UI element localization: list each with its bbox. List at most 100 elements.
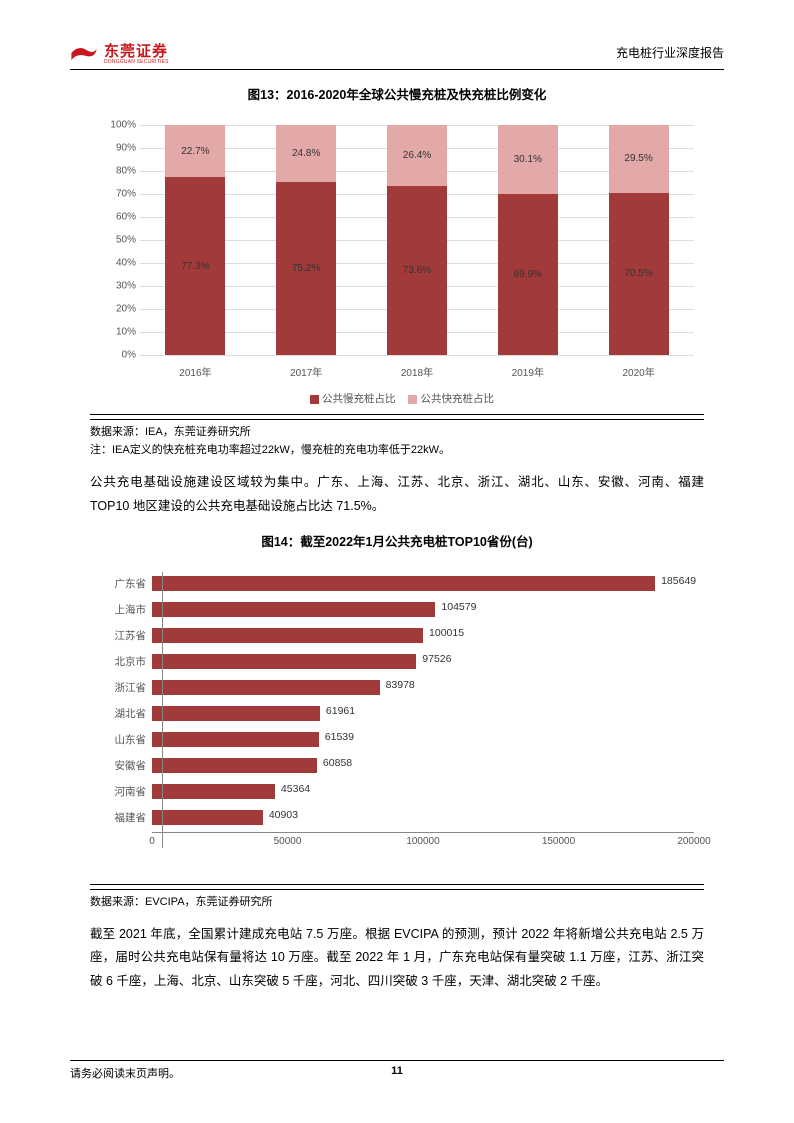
chart2-bar-track: 97526 [152,654,694,669]
chart2-bar-fill [152,706,320,721]
chart2-bar-fill [152,628,423,643]
chart2-bar-track: 104579 [152,602,694,617]
chart2-category-label: 浙江省 [100,680,152,695]
chart1-y-tick: 80% [116,166,136,177]
chart1-bar-fast: 24.8% [276,125,336,182]
chart1-y-tick: 20% [116,304,136,315]
chart2-bar-fill [152,758,317,773]
chart1-y-axis: 0%10%20%30%40%50%60%70%80%90%100% [100,125,140,355]
chart2-bar-row: 北京市 97526 [100,650,694,674]
chart2-container: 广东省 185649 上海市 104579 江苏省 100015 北京市 97526 浙江省83… [90,562,704,885]
chart1-y-tick: 0% [122,350,136,361]
chart2-bar-value: 61961 [326,705,355,717]
chart1-bar-fast-label: 26.4% [403,150,431,161]
legend-fast-label: 公共快充桩占比 [420,393,494,405]
chart2-title: 图14：截至2022年1月公共充电桩TOP10省份(台) [70,531,724,550]
chart2-category-label: 江苏省 [100,628,152,643]
legend-fast-swatch [408,395,417,404]
chart2-bar-value: 40903 [269,809,298,821]
logo-swirl-icon [70,44,98,62]
chart1-plot: 0%10%20%30%40%50%60%70%80%90%100% 22.7%7… [100,125,694,385]
chart1-container: 0%10%20%30%40%50%60%70%80%90%100% 22.7%7… [90,115,704,415]
chart1-bar-slow-label: 70.5% [624,268,652,279]
chart2-x-tick: 150000 [542,836,575,847]
logo-subtext: DONGGUAN SECURITIES [104,59,169,65]
chart2-plot: 广东省 185649 上海市 104579 江苏省 100015 北京市 97526 浙江省83… [100,572,694,872]
chart2-bar-row: 浙江省83978 [100,676,694,700]
chart2-category-label: 湖北省 [100,706,152,721]
chart1-x-label: 2016年 [165,364,225,379]
footer-disclaimer: 请务必阅读末页声明。 [70,1065,180,1081]
chart1-bar-fast: 22.7% [165,125,225,177]
chart2-bar-value: 185649 [661,575,696,587]
chart1-bar-slow: 75.2% [276,182,336,355]
chart1-y-tick: 50% [116,235,136,246]
chart2-x-tick: 100000 [406,836,439,847]
chart1-y-tick: 30% [116,281,136,292]
chart1-bar-slow-label: 75.2% [292,263,320,274]
chart2-y-axis-line [162,572,163,848]
chart2-category-label: 安徽省 [100,758,152,773]
chart2-bars: 广东省 185649 上海市 104579 江苏省 100015 北京市 97526 浙江省83… [100,572,694,830]
chart1-bars: 22.7% 77.3% 24.8% 75.2% 26.4% 73.6% 30.1%69.9%… [140,125,694,355]
chart1-bar-fast-label: 24.8% [292,148,320,159]
chart2-bar-fill [152,680,380,695]
chart2-category-label: 上海市 [100,602,152,617]
chart2-bar-value: 45364 [281,783,310,795]
chart1-x-label: 2018年 [387,364,447,379]
chart2-category-label: 福建省 [100,810,152,825]
chart1-title: 图13：2016-2020年全球公共慢充桩及快充桩比例变化 [70,84,724,103]
chart2-bar-row: 福建省 40903 [100,806,694,830]
chart2-bar-track: 83978 [152,680,694,695]
report-title: 充电桩行业深度报告 [616,44,724,61]
chart2-bar-value: 104579 [441,601,476,613]
chart1-x-label: 2020年 [609,364,669,379]
legend-slow-label: 公共慢充桩占比 [322,393,396,405]
chart1-x-labels: 2016年2017年2018年2019年2020年 [140,364,694,379]
page-header: 东莞证券 DONGGUAN SECURITIES 充电桩行业深度报告 [70,40,724,70]
chart2-bar-row: 广东省 185649 [100,572,694,596]
chart2-x-tick: 50000 [274,836,302,847]
chart1-note: 注：IEA定义的快充桩充电功率超过22kW，慢充桩的充电功率低于22kW。 [90,441,704,457]
paragraph-1: 公共充电基础设施建设区域较为集中。广东、上海、江苏、北京、浙江、湖北、山东、安徽… [90,471,704,519]
chart2-bar-fill [152,654,416,669]
chart2-bar-row: 安徽省60858 [100,754,694,778]
chart2-bar-fill [152,602,435,617]
chart2-category-label: 山东省 [100,732,152,747]
chart2-bar-fill [152,732,319,747]
chart1-bar-column: 24.8% 75.2% [276,125,336,355]
chart1-y-tick: 100% [110,120,136,131]
chart1-bar-column: 26.4% 73.6% [387,125,447,355]
chart1-bar-fast: 30.1% [498,125,558,194]
chart1-gridline [140,355,694,356]
chart2-bar-track: 40903 [152,810,694,825]
chart2-category-label: 广东省 [100,576,152,591]
chart1-bar-fast-label: 29.5% [624,153,652,164]
chart2-bar-row: 上海市 104579 [100,598,694,622]
chart2-bar-track: 100015 [152,628,694,643]
chart1-legend: 公共慢充桩占比 公共快充桩占比 [90,391,704,406]
chart1-bar-fast: 29.5% [609,125,669,193]
chart1-bar-slow-label: 73.6% [403,265,431,276]
chart2-category-label: 北京市 [100,654,152,669]
chart2-source: 数据来源：EVCIPA，东莞证券研究所 [90,889,704,909]
chart1-bar-slow: 70.5% [609,193,669,355]
chart1-source: 数据来源：IEA，东莞证券研究所 [90,419,704,439]
company-logo: 东莞证券 DONGGUAN SECURITIES [70,40,169,65]
chart2-bar-row: 湖北省 61961 [100,702,694,726]
chart2-bar-track: 61539 [152,732,694,747]
chart2-bar-value: 97526 [422,653,451,665]
chart1-bar-slow: 69.9% [498,194,558,355]
chart1-bar-column: 29.5% 70.5% [609,125,669,355]
chart1-y-tick: 40% [116,258,136,269]
logo-text: 东莞证券 [104,40,169,61]
chart2-x-axis: 050000100000150000200000 [152,832,694,850]
legend-slow-swatch [310,395,319,404]
page-footer: 请务必阅读末页声明。 11 [70,1060,724,1081]
chart1-bar-slow-label: 77.3% [181,261,209,272]
chart1-y-tick: 70% [116,189,136,200]
chart2-bar-track: 185649 [152,576,694,591]
chart2-bar-row: 江苏省 100015 [100,624,694,648]
chart2-bar-track: 45364 [152,784,694,799]
chart2-bar-value: 100015 [429,627,464,639]
